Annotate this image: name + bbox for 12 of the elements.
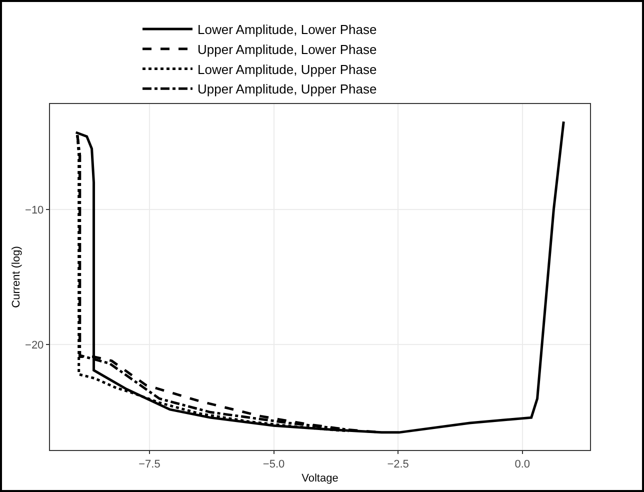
y-tick-label: −20 — [25, 339, 44, 352]
y-tick-label: −10 — [25, 204, 44, 216]
x-tick-label: −7.5 — [138, 458, 160, 470]
legend-label: Upper Amplitude, Lower Phase — [198, 42, 377, 57]
x-tick-label: −5.0 — [262, 458, 285, 470]
legend-label: Lower Amplitude, Upper Phase — [198, 62, 377, 77]
x-tick-label: −2.5 — [387, 458, 409, 470]
x-tick-label: 0.0 — [514, 458, 530, 470]
legend-label: Lower Amplitude, Lower Phase — [198, 22, 377, 38]
y-axis-title: Current (log) — [10, 246, 23, 308]
x-axis-title: Voltage — [302, 472, 338, 484]
legend-label: Upper Amplitude, Upper Phase — [198, 82, 377, 97]
